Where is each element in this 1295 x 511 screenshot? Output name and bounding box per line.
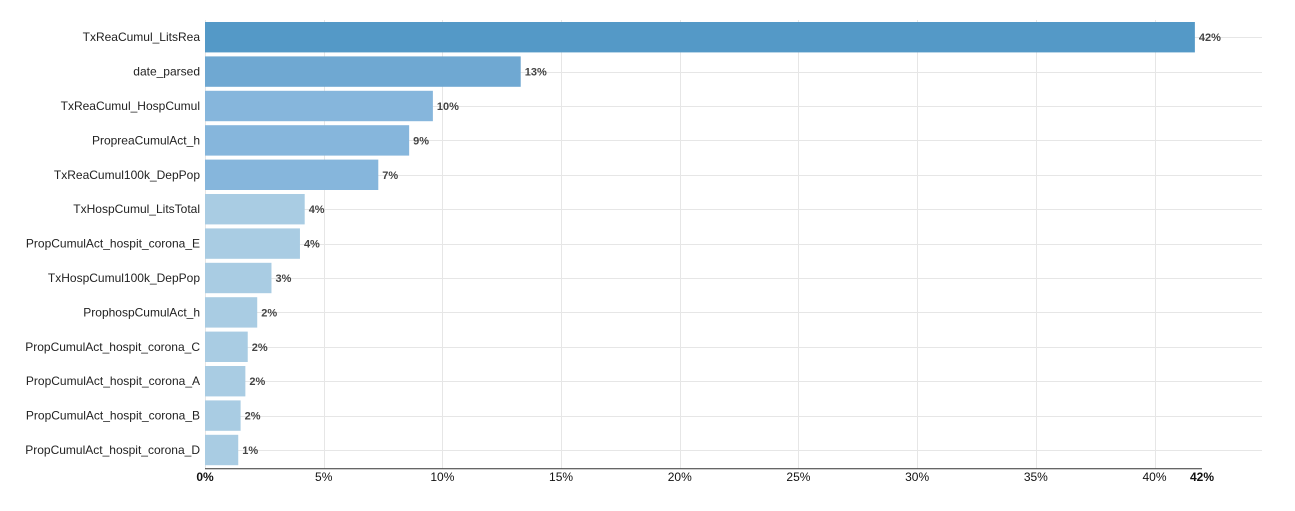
bar <box>205 194 305 225</box>
x-tick-label: 40% <box>1143 470 1167 484</box>
x-axis: 0% 5% 10% 15% 20% 25% 30% 35% 40% 42% <box>196 468 1214 484</box>
x-tick-label: 15% <box>549 470 573 484</box>
x-tick-label: 25% <box>786 470 810 484</box>
bar-value-label: 13% <box>525 67 547 79</box>
category-label: PropCumulAct_hospit_corona_A <box>26 374 200 388</box>
bar <box>205 297 258 328</box>
value-labels: 42% 13% 10% 9% 7% 4% 4% 3% 2% 2% 2% 2% 1% <box>242 32 1221 457</box>
category-label: TxHospCumul_LitsTotal <box>73 202 200 216</box>
x-tick-label: 42% <box>1190 470 1214 484</box>
bar <box>205 262 272 294</box>
category-label: PropCumulAct_hospit_corona_E <box>26 237 200 251</box>
category-label: TxReaCumul100k_DepPop <box>54 168 200 182</box>
category-label: TxReaCumul_LitsRea <box>83 30 201 44</box>
bar <box>205 159 379 190</box>
bar-value-label: 10% <box>437 101 459 113</box>
x-tick-label: 30% <box>905 470 929 484</box>
category-label: date_parsed <box>133 65 200 79</box>
bar <box>205 90 433 122</box>
bar <box>205 125 410 156</box>
bars <box>205 22 1195 466</box>
category-label: TxReaCumul_HospCumul <box>61 99 200 113</box>
bar-value-label: 1% <box>242 445 258 457</box>
category-label: PropreaCumulAct_h <box>92 133 200 147</box>
category-label: TxHospCumul100k_DepPop <box>48 271 200 285</box>
bar <box>205 331 248 362</box>
bar-value-label: 2% <box>261 307 277 319</box>
bar-value-label: 4% <box>304 239 320 251</box>
category-label: PropCumulAct_hospit_corona_D <box>25 443 200 457</box>
x-tick-label: 0% <box>196 470 214 484</box>
category-labels: TxReaCumul_LitsRea date_parsed TxReaCumul_… <box>25 30 200 457</box>
x-tick-label: 35% <box>1024 470 1048 484</box>
grid-lines <box>205 20 1262 469</box>
bar-value-label: 7% <box>382 170 398 182</box>
bar-value-label: 42% <box>1199 32 1221 44</box>
x-tick-label: 10% <box>430 470 454 484</box>
category-label: ProphospCumulAct_h <box>83 305 200 319</box>
bar <box>205 56 521 87</box>
bar <box>205 434 239 466</box>
bar <box>205 366 246 397</box>
bar-value-label: 2% <box>252 342 268 354</box>
bar-value-label: 3% <box>275 273 291 285</box>
x-tick-label: 5% <box>315 470 333 484</box>
bar <box>205 22 1195 53</box>
category-label: PropCumulAct_hospit_corona_B <box>26 409 200 423</box>
bar <box>205 228 300 259</box>
bar-value-label: 9% <box>413 135 429 147</box>
x-tick-label: 20% <box>668 470 692 484</box>
bar-value-label: 2% <box>245 411 261 423</box>
bar <box>205 400 241 431</box>
bar-value-label: 2% <box>249 376 265 388</box>
bar-value-label: 4% <box>309 204 325 216</box>
category-label: PropCumulAct_hospit_corona_C <box>25 340 200 354</box>
